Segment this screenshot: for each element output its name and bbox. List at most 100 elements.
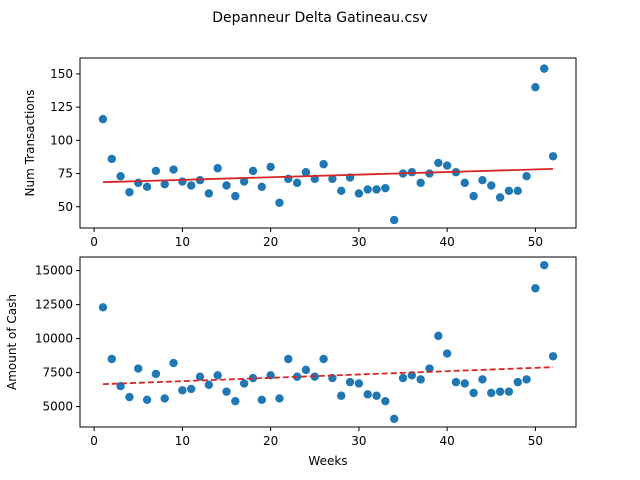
cash-point bbox=[381, 396, 390, 406]
transactions-point bbox=[213, 164, 222, 173]
cash-point bbox=[107, 354, 116, 364]
transactions-point bbox=[116, 172, 125, 181]
cash-point bbox=[442, 349, 452, 358]
transactions-ytick-label: 100 bbox=[50, 133, 73, 147]
cash-point bbox=[425, 364, 434, 373]
cash-point bbox=[301, 365, 311, 375]
cash-point bbox=[531, 284, 540, 293]
cash-point bbox=[239, 379, 249, 388]
cash-point bbox=[134, 364, 143, 373]
cash-point bbox=[354, 379, 364, 388]
transactions-point bbox=[98, 114, 108, 124]
cash-xlabel: Weeks bbox=[308, 454, 347, 468]
cash-ytick-label: 5000 bbox=[42, 400, 73, 414]
cash-axes-frame bbox=[79, 256, 577, 428]
cash-point bbox=[337, 391, 346, 400]
transactions-trend-line bbox=[102, 167, 554, 184]
transactions-point bbox=[478, 175, 487, 185]
transactions-point bbox=[522, 172, 531, 181]
cash-point bbox=[434, 331, 443, 341]
transactions-point bbox=[187, 181, 196, 190]
cash-xtick-label: 10 bbox=[175, 434, 190, 448]
transactions-point bbox=[416, 178, 425, 188]
cash-point bbox=[540, 260, 549, 270]
cash-point bbox=[469, 388, 478, 398]
cash-point bbox=[169, 358, 178, 368]
cash-point bbox=[187, 384, 196, 394]
cash-point bbox=[416, 375, 425, 384]
transactions-xtick-label: 10 bbox=[175, 235, 190, 249]
cash-point bbox=[231, 396, 240, 406]
transactions-point bbox=[204, 189, 214, 198]
cash-trend-line bbox=[102, 366, 554, 386]
transactions-point bbox=[142, 182, 152, 192]
transactions-subplot: 50 75 100 125 150 0 10 20 30 40 50 Num Transactions bbox=[23, 57, 577, 249]
transactions-point bbox=[266, 162, 275, 172]
cash-point bbox=[460, 379, 469, 388]
cash-point bbox=[398, 373, 408, 383]
transactions-xtick-label: 40 bbox=[440, 235, 455, 249]
transactions-point bbox=[531, 83, 540, 92]
transactions-point bbox=[107, 154, 116, 164]
transactions-point bbox=[487, 181, 496, 190]
figure-title: Depanneur Delta Gatineau.csv bbox=[212, 10, 428, 26]
transactions-point bbox=[231, 191, 240, 201]
cash-ytick-label: 7500 bbox=[42, 366, 73, 380]
cash-ytick-label: 15000 bbox=[35, 264, 73, 278]
cash-point bbox=[319, 354, 328, 364]
cash-point bbox=[142, 395, 152, 404]
cash-point bbox=[248, 373, 258, 383]
cash-point bbox=[372, 391, 381, 400]
cash-point bbox=[195, 372, 205, 381]
transactions-point bbox=[337, 186, 346, 196]
transactions-point bbox=[239, 177, 249, 186]
cash-point bbox=[151, 369, 161, 379]
transactions-xtick-label: 50 bbox=[528, 235, 543, 249]
transactions-point bbox=[134, 178, 143, 188]
transactions-xtick-label: 0 bbox=[90, 235, 98, 249]
transactions-point bbox=[513, 186, 522, 196]
cash-ylabel: Amount of Cash bbox=[5, 294, 19, 390]
transactions-point bbox=[257, 182, 267, 192]
transactions-point bbox=[469, 191, 478, 201]
cash-xtick-label: 0 bbox=[90, 434, 98, 448]
cash-point bbox=[504, 387, 514, 396]
cash-xtick-label: 30 bbox=[351, 434, 366, 448]
cash-point bbox=[389, 414, 399, 424]
transactions-point bbox=[328, 174, 337, 184]
transactions-point bbox=[178, 177, 187, 186]
cash-point bbox=[160, 394, 169, 403]
transactions-point bbox=[169, 165, 178, 174]
cash-point bbox=[548, 352, 558, 361]
transactions-point bbox=[222, 181, 231, 190]
cash-point bbox=[284, 354, 293, 364]
transactions-point bbox=[495, 193, 505, 202]
transactions-point bbox=[125, 187, 134, 197]
transactions-ytick-label: 75 bbox=[58, 167, 73, 181]
transactions-point bbox=[372, 185, 381, 194]
transactions-point bbox=[425, 169, 434, 178]
transactions-point bbox=[363, 185, 372, 194]
cash-xtick-label: 50 bbox=[528, 434, 543, 448]
cash-point bbox=[125, 392, 134, 402]
cash-point bbox=[363, 390, 372, 399]
transactions-point bbox=[381, 183, 390, 193]
transactions-xtick-label: 30 bbox=[351, 235, 366, 249]
cash-point bbox=[487, 388, 496, 398]
transactions-ytick-label: 125 bbox=[50, 100, 73, 114]
transactions-point bbox=[460, 178, 469, 188]
cash-point bbox=[257, 395, 267, 404]
cash-point bbox=[213, 371, 222, 380]
cash-point bbox=[513, 377, 522, 387]
cash-subplot: 5000 7500 10000 12500 15000 0 10 20 30 40 50 Amount… bbox=[5, 256, 577, 468]
cash-point bbox=[98, 303, 108, 312]
cash-point bbox=[178, 386, 187, 395]
cash-xtick-label: 20 bbox=[263, 434, 278, 448]
transactions-point bbox=[540, 64, 549, 73]
transactions-point bbox=[354, 189, 364, 198]
cash-point bbox=[222, 387, 231, 396]
cash-point bbox=[451, 377, 461, 387]
transactions-point bbox=[151, 166, 161, 176]
cash-point bbox=[478, 375, 487, 384]
